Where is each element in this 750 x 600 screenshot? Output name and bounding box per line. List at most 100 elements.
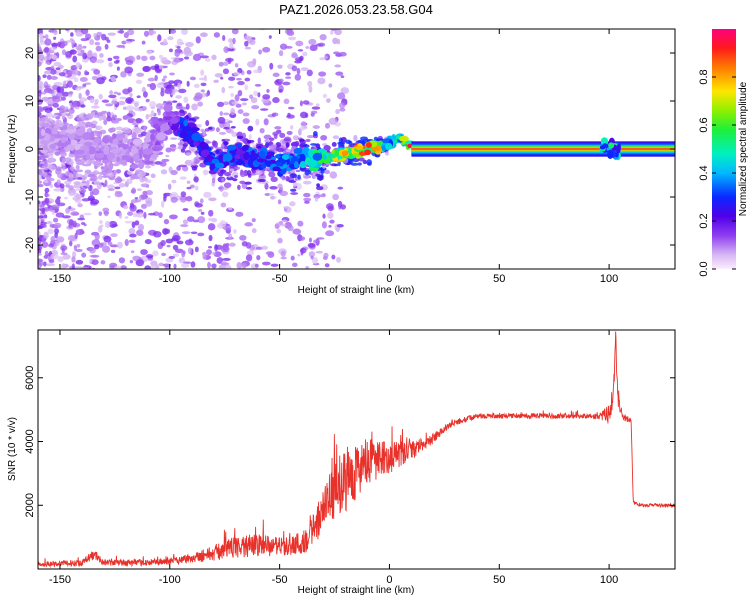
spectrogram-noise-blob: [55, 236, 65, 243]
spectrogram-noise-blob: [69, 49, 77, 55]
spectrogram-noise-blob: [270, 176, 278, 183]
spectrogram-noise-blob: [197, 101, 204, 107]
spectrogram-noise-blob: [61, 40, 68, 47]
spectrogram-ridge-blob: [286, 167, 292, 172]
spectrogram-noise-blob: [279, 43, 288, 50]
spectrogram-noise-blob: [231, 101, 239, 105]
spectrogram-noise-blob: [176, 102, 182, 107]
spectrogram-noise-blob: [303, 197, 312, 202]
spectrogram-noise-blob: [179, 176, 187, 180]
spectrogram-noise-blob: [48, 243, 54, 248]
spectrogram-noise-blob: [65, 109, 69, 113]
spectrogram-noise-blob: [300, 67, 309, 72]
spectrogram-noise-blob: [185, 152, 192, 156]
spectrogram-noise-blob: [52, 224, 60, 229]
spectrogram-noise-blob: [230, 93, 235, 98]
spectrogram-noise-blob: [47, 228, 54, 235]
spectrogram-noise-blob: [336, 223, 344, 228]
spectrogram-noise-blob: [294, 140, 300, 147]
spectrogram-noise-blob: [327, 212, 334, 219]
spectrogram-noise-blob: [53, 29, 58, 36]
spectrogram-ridge-blob: [299, 161, 306, 169]
spectrogram-noise-blob: [57, 41, 61, 48]
spectrogram-noise-blob: [84, 70, 88, 76]
spectrogram-noise-blob: [44, 85, 51, 89]
spectrogram-noise-blob: [118, 212, 123, 219]
spectrogram-noise-blob: [208, 127, 213, 130]
spectrogram-noise-blob: [160, 200, 165, 208]
spectrogram-noise-blob: [221, 177, 225, 182]
spectrogram-noise-blob: [158, 54, 164, 59]
spectrogram-noise-blob: [64, 157, 72, 163]
spectrogram-noise-blob: [316, 237, 325, 240]
spectrogram-noise-blob: [89, 259, 93, 263]
spectrogram-noise-blob: [340, 75, 345, 79]
spectrogram-noise-blob: [269, 62, 274, 70]
spectrogram-noise-blob: [145, 184, 150, 188]
spectrogram-noise-blob: [38, 33, 44, 39]
spectrogram-noise-blob: [239, 180, 246, 184]
spectrogram-noise-blob: [252, 69, 261, 74]
spectrogram-noise-blob: [295, 169, 301, 173]
spectrogram-noise-blob: [38, 259, 44, 263]
spectrogram-noise-blob: [67, 234, 76, 242]
spectrogram-noise-blob: [302, 100, 310, 105]
spectrogram-noise-blob: [81, 180, 87, 184]
spectrogram-noise-blob: [299, 55, 304, 61]
spectrogram-noise-blob: [39, 208, 44, 212]
spectrogram-noise-blob: [298, 236, 306, 241]
spectrogram-noise-blob: [193, 159, 200, 165]
snr-x-tick-label: -150: [49, 574, 71, 586]
spectrogram-noise-blob: [286, 114, 295, 119]
spectrogram-noise-blob: [128, 110, 134, 114]
spectrogram-noise-blob: [44, 197, 50, 204]
spectrogram-noise-blob: [244, 181, 252, 185]
spectrogram-noise-blob: [69, 240, 73, 247]
snr-series-line: [38, 331, 675, 569]
spectrogram-noise-blob: [229, 42, 234, 50]
spectrogram-noise-blob: [211, 140, 217, 147]
snr-x-axis-label: Height of straight line (km): [298, 585, 415, 596]
spectrogram-noise-blob: [133, 127, 142, 134]
snr-x-tick-label: 100: [600, 574, 618, 586]
spectrogram-noise-blob: [244, 222, 253, 227]
spectrogram-noise-blob: [158, 212, 163, 219]
spectrogram-noise-blob: [204, 128, 210, 132]
spectrogram-noise-blob: [247, 173, 252, 178]
spectrogram-noise-blob: [167, 36, 174, 41]
spectrogram-noise-blob: [142, 65, 152, 72]
spectrogram-noise-blob: [163, 218, 170, 225]
spectrogram-noise-blob: [50, 69, 57, 75]
spectrogram-noise-blob: [55, 98, 63, 102]
spectrogram-noise-blob: [325, 203, 334, 210]
spectrogram-noise-blob: [47, 152, 54, 156]
spectrogram-noise-blob: [278, 89, 283, 93]
spectrogram-noise-blob: [77, 217, 86, 221]
spectrogram-noise-blob: [192, 53, 202, 62]
spectrogram-noise-blob: [93, 32, 97, 38]
spectrogram-noise-blob: [294, 60, 302, 64]
spectrogram-noise-blob: [256, 145, 262, 149]
spectrogram-noise-blob: [276, 221, 284, 225]
spectrogram-noise-blob: [333, 51, 340, 55]
spectrogram-noise-blob: [57, 121, 64, 128]
spectrogram-noise-blob: [270, 263, 279, 267]
spectrogram-ridge-blob: [87, 146, 96, 155]
spectrogram-noise-blob: [176, 165, 181, 171]
spectrogram-x-tick-label: -150: [49, 273, 71, 285]
spectrogram-noise-blob: [280, 250, 286, 258]
spectrogram-noise-blob: [180, 148, 186, 153]
spectrogram-noise-blob: [108, 94, 117, 99]
spectrogram-noise-blob: [97, 174, 103, 180]
spectrogram-noise-blob: [254, 84, 262, 87]
spectrogram-noise-blob: [259, 127, 265, 134]
spectrogram-y-tick-label: -20: [24, 237, 36, 253]
spectrogram-noise-blob: [101, 245, 111, 253]
spectrogram-blobs: [38, 29, 675, 269]
spectrogram-noise-blob: [91, 259, 99, 265]
spectrogram-ridge-blob: [132, 154, 140, 160]
spectrogram-noise-blob: [189, 76, 196, 81]
spectrogram-noise-blob: [324, 55, 328, 60]
spectrogram-noise-blob: [219, 111, 224, 117]
spectrogram-noise-blob: [226, 176, 234, 181]
